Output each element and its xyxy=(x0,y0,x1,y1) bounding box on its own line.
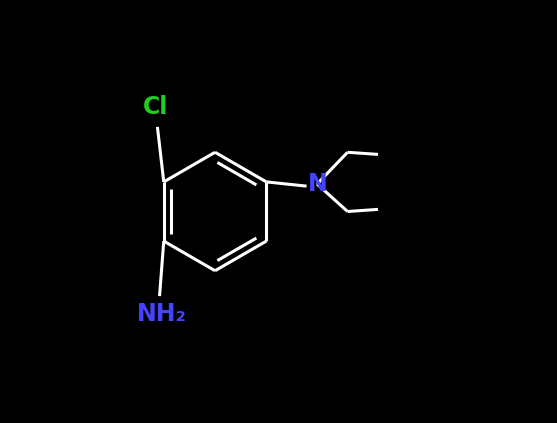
Text: NH₂: NH₂ xyxy=(136,302,187,327)
Text: N: N xyxy=(308,172,328,196)
Text: Cl: Cl xyxy=(143,95,168,119)
